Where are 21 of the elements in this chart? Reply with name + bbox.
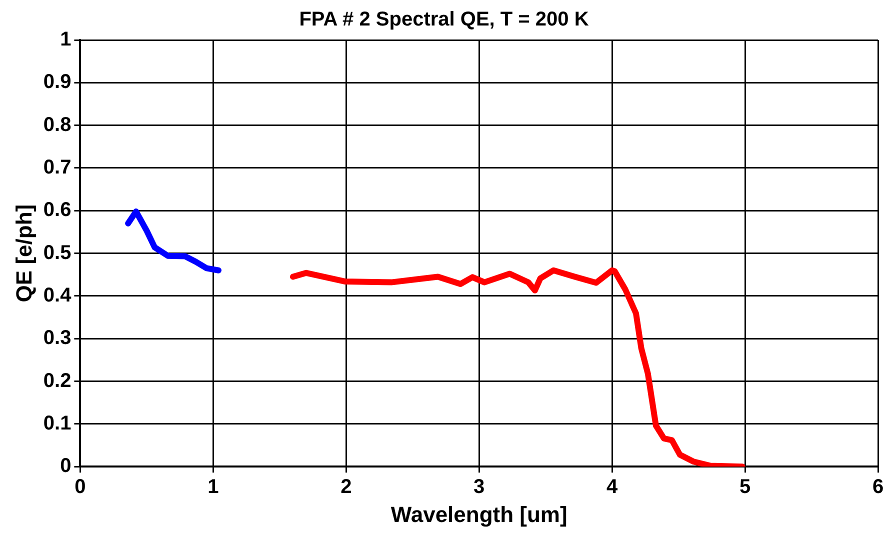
y-tick-label: 0 (60, 455, 72, 478)
x-tick-label: 0 (74, 476, 86, 498)
y-tick-label: 0.1 (43, 412, 72, 434)
y-tick-label: 0.6 (43, 199, 72, 222)
y-axis-title: QE [e/ph] (11, 204, 36, 302)
y-tick-label: 0.5 (43, 242, 72, 264)
x-tick-label: 1 (208, 476, 219, 498)
x-axis-title: Wavelength [um] (390, 502, 568, 527)
x-tick-label: 5 (739, 476, 751, 498)
y-tick-label: 0.8 (43, 114, 72, 136)
y-tick-label: 0.2 (43, 370, 72, 392)
x-tick-label: 3 (474, 476, 485, 498)
x-tick-label: 4 (606, 476, 619, 498)
x-tick-label: 2 (340, 476, 352, 498)
y-tick-label: 0.7 (43, 156, 72, 178)
y-tick-label: 0.3 (43, 327, 72, 350)
x-tick-label: 6 (872, 476, 884, 498)
y-tick-label: 0.4 (43, 284, 72, 306)
chart-title: FPA # 2 Spectral QE, T = 200 K (299, 8, 590, 31)
y-tick-label: 1 (60, 28, 72, 51)
y-tick-label: 0.9 (43, 71, 72, 94)
